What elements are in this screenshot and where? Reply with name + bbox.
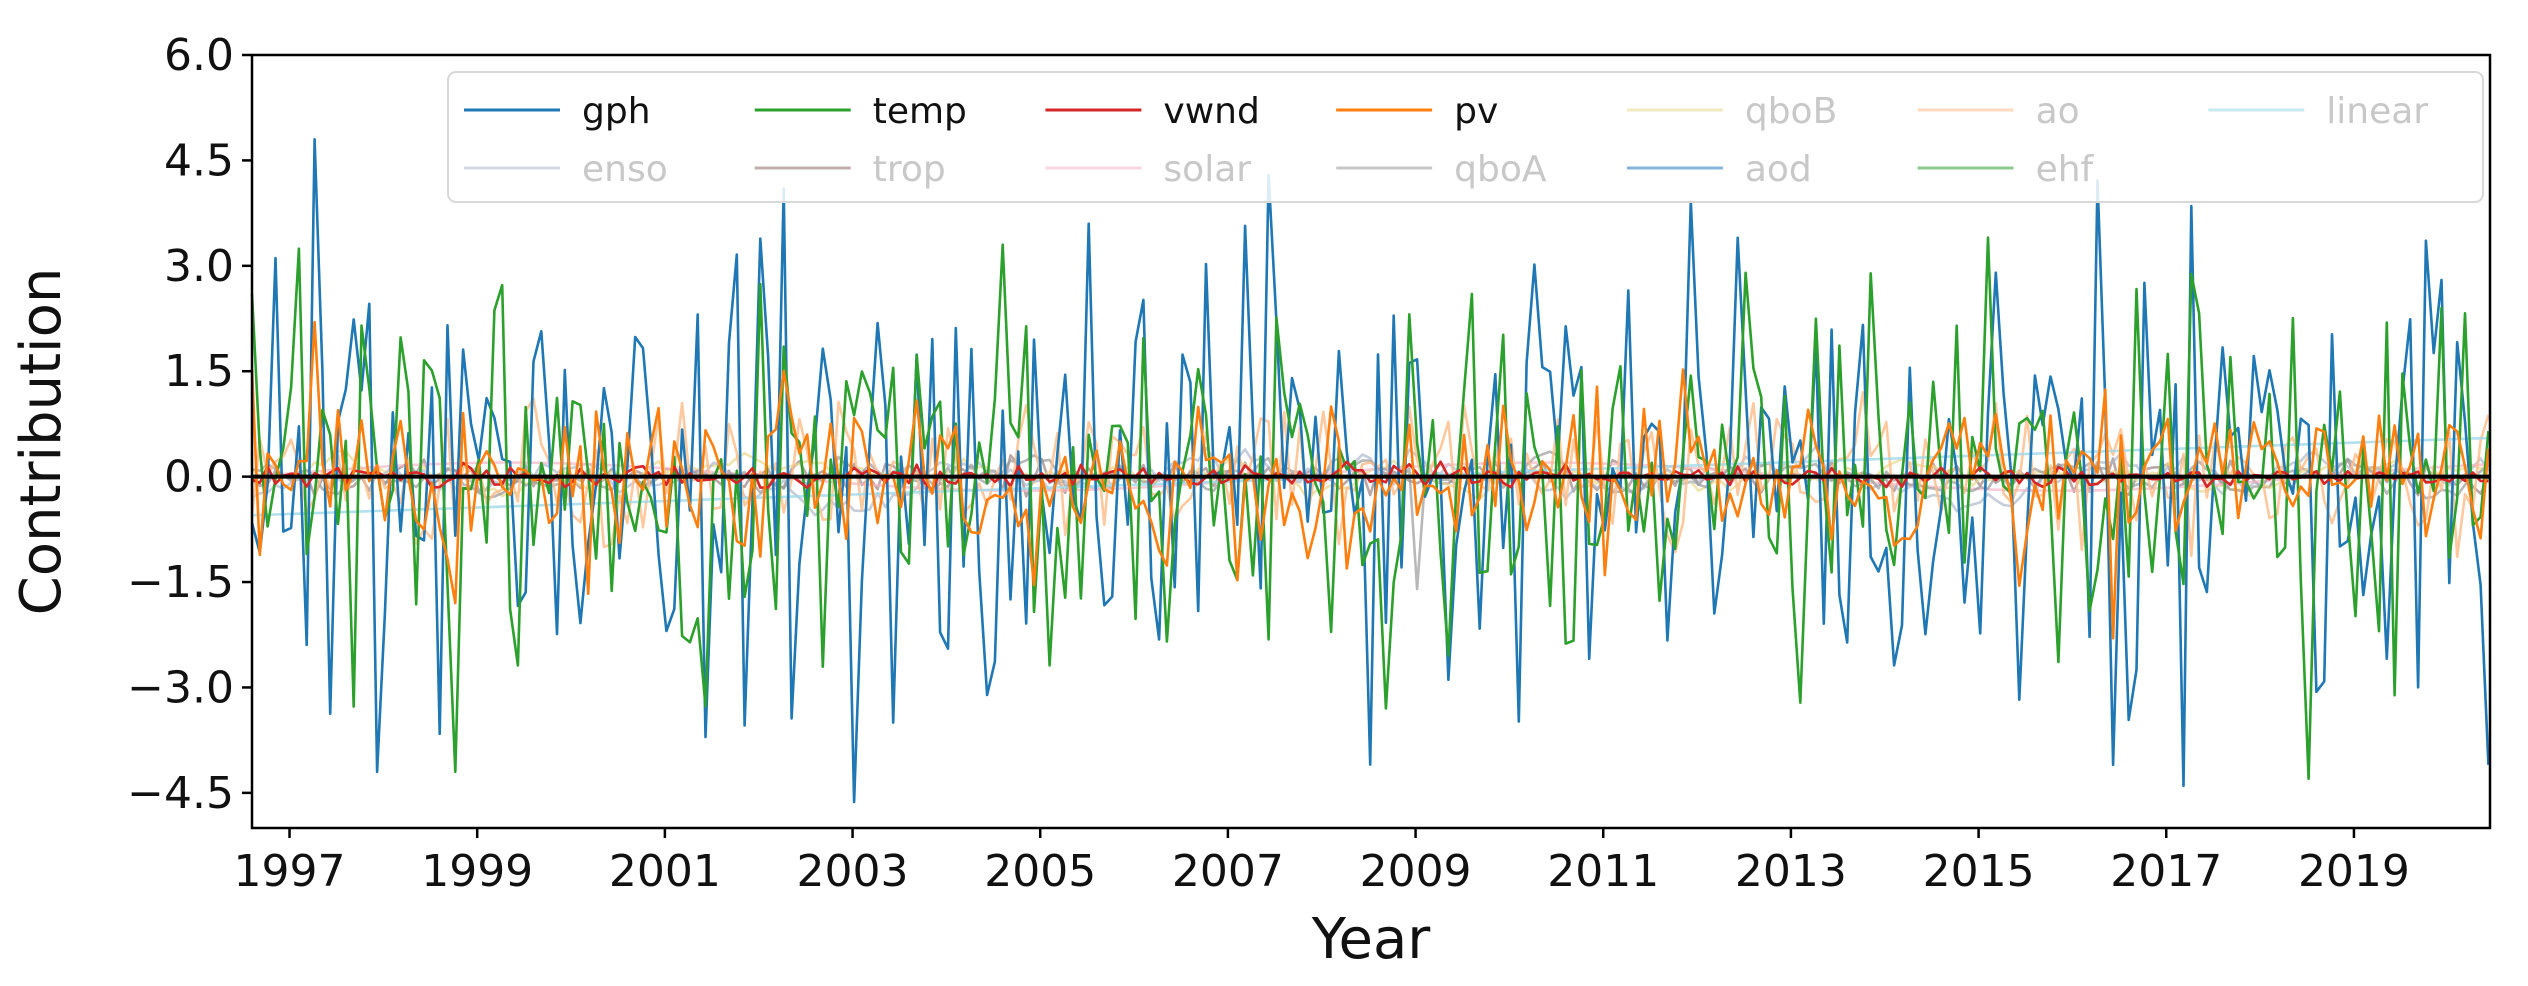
legend-label-vwnd: vwnd	[1163, 91, 1259, 132]
y-axis-title: Contribution	[9, 268, 74, 616]
x-tick-label: 1997	[234, 846, 346, 897]
y-tick-label: −3.0	[127, 662, 234, 713]
x-tick-label: 2013	[1735, 846, 1847, 897]
x-tick-label: 2005	[984, 846, 1096, 897]
legend: gph temp vwnd pv qboB ao linear enso trop solar qb…	[447, 71, 2484, 203]
legend-label-enso: enso	[582, 149, 668, 190]
legend-label-gph: gph	[582, 91, 651, 132]
x-tick-label: 1999	[421, 846, 533, 897]
series-line-pv	[250, 320, 2490, 640]
x-tick-label: 2017	[2110, 846, 2222, 897]
legend-label-linear: linear	[2326, 91, 2428, 132]
legend-label-qboB: qboB	[1745, 91, 1837, 132]
x-tick-label: 2003	[797, 846, 909, 897]
series-line-ao	[250, 390, 2490, 559]
y-tick-label: 6.0	[164, 30, 234, 81]
legend-label-ao: ao	[2036, 91, 2080, 132]
y-tick-label: −4.5	[127, 768, 234, 819]
legend-label-pv: pv	[1454, 91, 1498, 132]
x-axis: 1997 1999 2001 2003 2005 2007 2009 2011 2013 2015…	[234, 828, 2410, 897]
series-line-gph	[250, 138, 2490, 804]
legend-label-temp: temp	[873, 91, 967, 132]
legend-label-qboA: qboA	[1454, 149, 1547, 190]
y-axis: −4.5 −3.0 −1.5 0.0 1.5 3.0 4.5 6.0	[127, 30, 252, 819]
legend-label-ehf: ehf	[2036, 149, 2095, 190]
x-tick-label: 2015	[1923, 846, 2035, 897]
legend-label-solar: solar	[1163, 149, 1251, 190]
y-tick-label: 0.0	[164, 452, 234, 503]
y-tick-label: 3.0	[164, 241, 234, 292]
series-layer	[250, 138, 2490, 804]
legend-label-trop: trop	[873, 149, 946, 190]
plot-frame	[250, 53, 2492, 830]
x-tick-label: 2009	[1360, 846, 1472, 897]
x-tick-label: 2019	[2298, 846, 2410, 897]
x-tick-label: 2007	[1172, 846, 1284, 897]
x-tick-label: 2011	[1547, 846, 1659, 897]
x-axis-title: Year	[1311, 907, 1432, 972]
y-tick-label: 4.5	[164, 135, 234, 186]
legend-label-aod: aod	[1745, 149, 1812, 190]
y-tick-label: 1.5	[164, 346, 234, 397]
x-tick-label: 2001	[609, 846, 721, 897]
y-tick-label: −1.5	[127, 557, 234, 608]
